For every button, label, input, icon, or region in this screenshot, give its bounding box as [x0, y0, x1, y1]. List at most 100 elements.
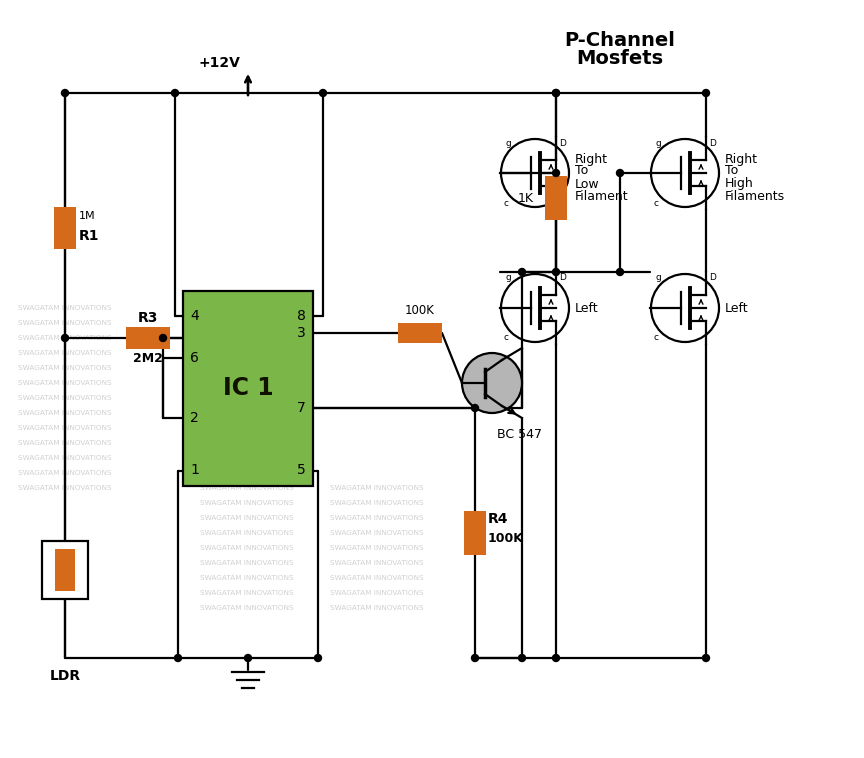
- Circle shape: [320, 89, 327, 96]
- Text: SWAGATAM INNOVATIONS: SWAGATAM INNOVATIONS: [200, 590, 294, 596]
- Text: 8: 8: [297, 309, 306, 322]
- Text: c: c: [653, 334, 658, 343]
- Circle shape: [702, 89, 709, 96]
- Text: c: c: [503, 334, 508, 343]
- Circle shape: [518, 268, 525, 275]
- Text: High: High: [725, 177, 753, 190]
- Circle shape: [61, 89, 68, 96]
- Text: SWAGATAM INNOVATIONS: SWAGATAM INNOVATIONS: [18, 470, 111, 476]
- Text: SWAGATAM INNOVATIONS: SWAGATAM INNOVATIONS: [200, 545, 294, 551]
- Circle shape: [314, 654, 321, 662]
- Text: SWAGATAM INNOVATIONS: SWAGATAM INNOVATIONS: [200, 605, 294, 611]
- Circle shape: [552, 89, 560, 96]
- Text: Filaments: Filaments: [725, 190, 785, 203]
- Text: BC 547: BC 547: [497, 428, 542, 441]
- Text: SWAGATAM INNOVATIONS: SWAGATAM INNOVATIONS: [18, 455, 111, 461]
- Text: 1: 1: [190, 463, 199, 478]
- Text: g: g: [656, 274, 662, 283]
- Text: 6: 6: [190, 351, 199, 365]
- Circle shape: [160, 334, 167, 342]
- Text: Right: Right: [575, 152, 608, 165]
- Bar: [545, 176, 567, 220]
- Text: Filament: Filament: [575, 190, 629, 203]
- Text: SWAGATAM INNOVATIONS: SWAGATAM INNOVATIONS: [200, 485, 294, 491]
- Circle shape: [175, 654, 181, 662]
- Text: SWAGATAM INNOVATIONS: SWAGATAM INNOVATIONS: [330, 485, 423, 491]
- Text: R1: R1: [79, 229, 99, 243]
- Circle shape: [617, 170, 624, 177]
- Text: SWAGATAM INNOVATIONS: SWAGATAM INNOVATIONS: [200, 470, 294, 476]
- Text: g: g: [506, 139, 511, 148]
- Text: Right: Right: [725, 152, 758, 165]
- Text: SWAGATAM INNOVATIONS: SWAGATAM INNOVATIONS: [18, 305, 111, 311]
- Bar: [183, 290, 313, 486]
- Text: R4: R4: [488, 512, 509, 526]
- Text: Low: Low: [575, 177, 600, 190]
- Circle shape: [472, 654, 479, 662]
- Text: D: D: [559, 139, 566, 148]
- Text: SWAGATAM INNOVATIONS: SWAGATAM INNOVATIONS: [18, 410, 111, 416]
- Text: 3: 3: [297, 326, 306, 340]
- Text: IC 1: IC 1: [223, 376, 273, 400]
- Text: SWAGATAM INNOVATIONS: SWAGATAM INNOVATIONS: [200, 575, 294, 581]
- Bar: [55, 549, 75, 591]
- Text: To: To: [575, 164, 588, 177]
- Text: 2: 2: [190, 411, 199, 425]
- Text: SWAGATAM INNOVATIONS: SWAGATAM INNOVATIONS: [200, 560, 294, 566]
- Text: SWAGATAM INNOVATIONS: SWAGATAM INNOVATIONS: [18, 425, 111, 431]
- Circle shape: [552, 89, 560, 96]
- Circle shape: [552, 268, 560, 275]
- Circle shape: [702, 654, 709, 662]
- Text: +12V: +12V: [198, 56, 240, 70]
- Text: D: D: [559, 274, 566, 283]
- Text: 2M2: 2M2: [133, 352, 163, 365]
- Text: LDR: LDR: [49, 669, 80, 683]
- Bar: [464, 511, 486, 555]
- Bar: [54, 207, 76, 249]
- Text: SWAGATAM INNOVATIONS: SWAGATAM INNOVATIONS: [18, 320, 111, 326]
- Text: P-Channel: P-Channel: [564, 30, 676, 49]
- Circle shape: [617, 268, 624, 275]
- Text: SWAGATAM INNOVATIONS: SWAGATAM INNOVATIONS: [330, 515, 423, 521]
- Text: D: D: [709, 274, 716, 283]
- Text: Left: Left: [575, 302, 599, 315]
- Text: 1K: 1K: [518, 192, 534, 205]
- Text: SWAGATAM INNOVATIONS: SWAGATAM INNOVATIONS: [18, 365, 111, 371]
- Text: g: g: [656, 139, 662, 148]
- Text: c: c: [653, 199, 658, 208]
- Text: SWAGATAM INNOVATIONS: SWAGATAM INNOVATIONS: [200, 530, 294, 536]
- Bar: [42, 541, 88, 599]
- Text: c: c: [503, 199, 508, 208]
- Circle shape: [61, 334, 68, 342]
- Text: 5: 5: [297, 463, 306, 478]
- Circle shape: [552, 654, 560, 662]
- Text: 1M: 1M: [79, 211, 96, 221]
- Text: SWAGATAM INNOVATIONS: SWAGATAM INNOVATIONS: [18, 440, 111, 446]
- Circle shape: [472, 405, 479, 412]
- Text: 4: 4: [190, 309, 199, 322]
- Text: SWAGATAM INNOVATIONS: SWAGATAM INNOVATIONS: [330, 500, 423, 506]
- Text: SWAGATAM INNOVATIONS: SWAGATAM INNOVATIONS: [18, 395, 111, 401]
- Text: 100K: 100K: [488, 533, 524, 546]
- Text: SWAGATAM INNOVATIONS: SWAGATAM INNOVATIONS: [18, 335, 111, 341]
- Circle shape: [245, 654, 251, 662]
- Text: SWAGATAM INNOVATIONS: SWAGATAM INNOVATIONS: [330, 605, 423, 611]
- Text: SWAGATAM INNOVATIONS: SWAGATAM INNOVATIONS: [200, 515, 294, 521]
- Text: Left: Left: [725, 302, 748, 315]
- Circle shape: [462, 353, 522, 413]
- Text: SWAGATAM INNOVATIONS: SWAGATAM INNOVATIONS: [330, 590, 423, 596]
- Text: SWAGATAM INNOVATIONS: SWAGATAM INNOVATIONS: [330, 560, 423, 566]
- Text: D: D: [709, 139, 716, 148]
- Text: SWAGATAM INNOVATIONS: SWAGATAM INNOVATIONS: [18, 350, 111, 356]
- Text: SWAGATAM INNOVATIONS: SWAGATAM INNOVATIONS: [330, 545, 423, 551]
- Circle shape: [518, 654, 525, 662]
- Text: 7: 7: [297, 401, 306, 415]
- Text: SWAGATAM INNOVATIONS: SWAGATAM INNOVATIONS: [330, 575, 423, 581]
- Text: R3: R3: [138, 311, 158, 325]
- Text: 100K: 100K: [405, 305, 435, 318]
- Text: SWAGATAM INNOVATIONS: SWAGATAM INNOVATIONS: [330, 530, 423, 536]
- Text: To: To: [725, 164, 738, 177]
- Text: g: g: [506, 274, 511, 283]
- Text: SWAGATAM INNOVATIONS: SWAGATAM INNOVATIONS: [200, 500, 294, 506]
- Text: SWAGATAM INNOVATIONS: SWAGATAM INNOVATIONS: [18, 485, 111, 491]
